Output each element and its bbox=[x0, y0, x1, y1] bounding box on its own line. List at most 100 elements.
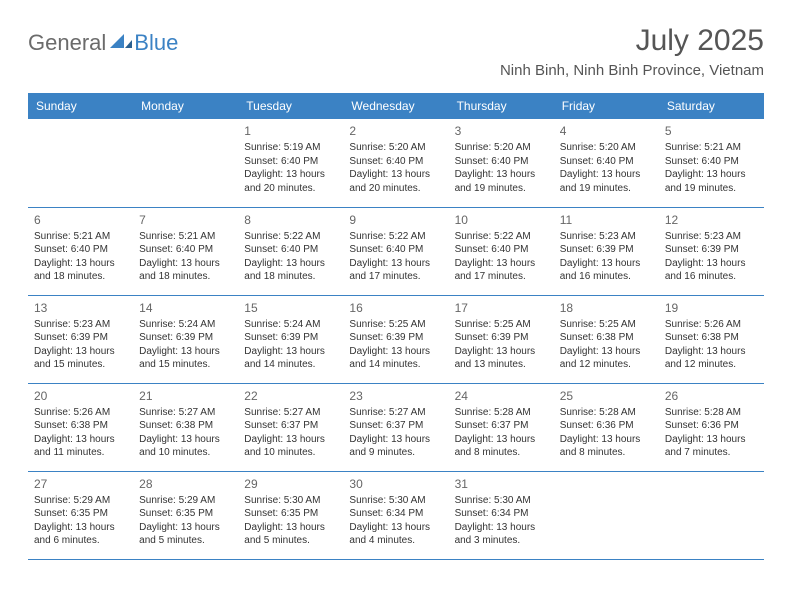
day-number: 18 bbox=[560, 300, 653, 316]
day-details: Sunrise: 5:27 AMSunset: 6:37 PMDaylight:… bbox=[244, 406, 337, 460]
day-details: Sunrise: 5:26 AMSunset: 6:38 PMDaylight:… bbox=[34, 406, 127, 460]
day-details: Sunrise: 5:30 AMSunset: 6:34 PMDaylight:… bbox=[455, 494, 548, 548]
day-details: Sunrise: 5:30 AMSunset: 6:34 PMDaylight:… bbox=[349, 494, 442, 548]
day-details: Sunrise: 5:25 AMSunset: 6:39 PMDaylight:… bbox=[349, 318, 442, 372]
daylight-text: Daylight: 13 hours and 18 minutes. bbox=[34, 257, 127, 284]
day-number: 28 bbox=[139, 476, 232, 492]
daylight-text: Daylight: 13 hours and 17 minutes. bbox=[349, 257, 442, 284]
calendar-day-cell: 26Sunrise: 5:28 AMSunset: 6:36 PMDayligh… bbox=[659, 383, 764, 471]
calendar-day-cell: 30Sunrise: 5:30 AMSunset: 6:34 PMDayligh… bbox=[343, 471, 448, 559]
sunset-text: Sunset: 6:34 PM bbox=[349, 507, 442, 521]
day-details: Sunrise: 5:22 AMSunset: 6:40 PMDaylight:… bbox=[455, 230, 548, 284]
calendar-header-row: Sunday Monday Tuesday Wednesday Thursday… bbox=[28, 93, 764, 119]
day-details: Sunrise: 5:25 AMSunset: 6:38 PMDaylight:… bbox=[560, 318, 653, 372]
sunrise-text: Sunrise: 5:24 AM bbox=[244, 318, 337, 332]
location-label: Ninh Binh, Ninh Binh Province, Vietnam bbox=[500, 62, 764, 79]
calendar-week-row: 6Sunrise: 5:21 AMSunset: 6:40 PMDaylight… bbox=[28, 207, 764, 295]
day-details: Sunrise: 5:24 AMSunset: 6:39 PMDaylight:… bbox=[244, 318, 337, 372]
calendar-day-cell bbox=[133, 119, 238, 207]
calendar-day-cell: 5 Sunrise: 5:21 AMSunset: 6:40 PMDaylight… bbox=[659, 119, 764, 207]
daylight-text: Daylight: 13 hours and 9 minutes. bbox=[349, 433, 442, 460]
calendar-day-cell: 29Sunrise: 5:30 AMSunset: 6:35 PMDayligh… bbox=[238, 471, 343, 559]
sunrise-text: Sunrise: 5:22 AM bbox=[349, 230, 442, 244]
day-details: Sunrise: 5:24 AMSunset: 6:39 PMDaylight:… bbox=[139, 318, 232, 372]
day-details: Sunrise: 5:21 AMSunset: 6:40 PMDaylight:… bbox=[34, 230, 127, 284]
calendar-day-cell: 12Sunrise: 5:23 AMSunset: 6:39 PMDayligh… bbox=[659, 207, 764, 295]
sunset-text: Sunset: 6:38 PM bbox=[139, 419, 232, 433]
day-number: 5 bbox=[665, 123, 758, 139]
calendar-day-cell: 13Sunrise: 5:23 AMSunset: 6:39 PMDayligh… bbox=[28, 295, 133, 383]
sunset-text: Sunset: 6:40 PM bbox=[349, 243, 442, 257]
day-header: Tuesday bbox=[238, 93, 343, 119]
day-number: 31 bbox=[455, 476, 548, 492]
calendar-week-row: 20Sunrise: 5:26 AMSunset: 6:38 PMDayligh… bbox=[28, 383, 764, 471]
sunrise-text: Sunrise: 5:27 AM bbox=[244, 406, 337, 420]
day-number: 1 bbox=[244, 123, 337, 139]
day-number: 20 bbox=[34, 388, 127, 404]
sunset-text: Sunset: 6:39 PM bbox=[455, 331, 548, 345]
day-details: Sunrise: 5:21 AMSunset: 6:40 PMDaylight:… bbox=[665, 141, 758, 195]
daylight-text: Daylight: 13 hours and 6 minutes. bbox=[34, 521, 127, 548]
day-number: 26 bbox=[665, 388, 758, 404]
day-details: Sunrise: 5:25 AMSunset: 6:39 PMDaylight:… bbox=[455, 318, 548, 372]
day-header: Monday bbox=[133, 93, 238, 119]
day-details: Sunrise: 5:20 AMSunset: 6:40 PMDaylight:… bbox=[349, 141, 442, 195]
title-block: July 2025 Ninh Binh, Ninh Binh Province,… bbox=[500, 24, 764, 79]
calendar-day-cell: 15Sunrise: 5:24 AMSunset: 6:39 PMDayligh… bbox=[238, 295, 343, 383]
sunset-text: Sunset: 6:40 PM bbox=[244, 155, 337, 169]
daylight-text: Daylight: 13 hours and 10 minutes. bbox=[244, 433, 337, 460]
daylight-text: Daylight: 13 hours and 11 minutes. bbox=[34, 433, 127, 460]
logo-text-blue: Blue bbox=[134, 30, 178, 56]
sunset-text: Sunset: 6:39 PM bbox=[244, 331, 337, 345]
day-details: Sunrise: 5:29 AMSunset: 6:35 PMDaylight:… bbox=[34, 494, 127, 548]
calendar-day-cell: 1Sunrise: 5:19 AMSunset: 6:40 PMDaylight… bbox=[238, 119, 343, 207]
sunrise-text: Sunrise: 5:21 AM bbox=[34, 230, 127, 244]
daylight-text: Daylight: 13 hours and 12 minutes. bbox=[665, 345, 758, 372]
daylight-text: Daylight: 13 hours and 4 minutes. bbox=[349, 521, 442, 548]
sunrise-text: Sunrise: 5:19 AM bbox=[244, 141, 337, 155]
day-number: 24 bbox=[455, 388, 548, 404]
day-details: Sunrise: 5:20 AMSunset: 6:40 PMDaylight:… bbox=[560, 141, 653, 195]
calendar-day-cell: 21Sunrise: 5:27 AMSunset: 6:38 PMDayligh… bbox=[133, 383, 238, 471]
sunrise-text: Sunrise: 5:23 AM bbox=[34, 318, 127, 332]
calendar-day-cell: 22Sunrise: 5:27 AMSunset: 6:37 PMDayligh… bbox=[238, 383, 343, 471]
calendar-day-cell: 4Sunrise: 5:20 AMSunset: 6:40 PMDaylight… bbox=[554, 119, 659, 207]
sunset-text: Sunset: 6:35 PM bbox=[244, 507, 337, 521]
sunset-text: Sunset: 6:40 PM bbox=[455, 243, 548, 257]
calendar-day-cell: 27Sunrise: 5:29 AMSunset: 6:35 PMDayligh… bbox=[28, 471, 133, 559]
sunset-text: Sunset: 6:36 PM bbox=[560, 419, 653, 433]
day-number: 8 bbox=[244, 212, 337, 228]
sunrise-text: Sunrise: 5:24 AM bbox=[139, 318, 232, 332]
daylight-text: Daylight: 13 hours and 19 minutes. bbox=[560, 168, 653, 195]
daylight-text: Daylight: 13 hours and 5 minutes. bbox=[139, 521, 232, 548]
day-number: 7 bbox=[139, 212, 232, 228]
sunset-text: Sunset: 6:40 PM bbox=[34, 243, 127, 257]
sunrise-text: Sunrise: 5:22 AM bbox=[455, 230, 548, 244]
sunset-text: Sunset: 6:40 PM bbox=[455, 155, 548, 169]
calendar-day-cell: 24 Sunrise: 5:28 AMSunset: 6:37 PMDayligh… bbox=[449, 383, 554, 471]
daylight-text: Daylight: 13 hours and 16 minutes. bbox=[665, 257, 758, 284]
sunset-text: Sunset: 6:40 PM bbox=[244, 243, 337, 257]
sunrise-text: Sunrise: 5:25 AM bbox=[560, 318, 653, 332]
calendar-day-cell: 7Sunrise: 5:21 AMSunset: 6:40 PMDaylight… bbox=[133, 207, 238, 295]
day-number: 25 bbox=[560, 388, 653, 404]
sunrise-text: Sunrise: 5:22 AM bbox=[244, 230, 337, 244]
day-details: Sunrise: 5:23 AMSunset: 6:39 PMDaylight:… bbox=[560, 230, 653, 284]
daylight-text: Daylight: 13 hours and 8 minutes. bbox=[560, 433, 653, 460]
sunrise-text: Sunrise: 5:20 AM bbox=[455, 141, 548, 155]
sunrise-text: Sunrise: 5:30 AM bbox=[349, 494, 442, 508]
daylight-text: Daylight: 13 hours and 8 minutes. bbox=[455, 433, 548, 460]
day-details: Sunrise: 5:22 AMSunset: 6:40 PMDaylight:… bbox=[244, 230, 337, 284]
calendar-week-row: 13Sunrise: 5:23 AMSunset: 6:39 PMDayligh… bbox=[28, 295, 764, 383]
day-details: Sunrise: 5:28 AMSunset: 6:37 PMDaylight:… bbox=[455, 406, 548, 460]
calendar-table: Sunday Monday Tuesday Wednesday Thursday… bbox=[28, 93, 764, 560]
sunset-text: Sunset: 6:37 PM bbox=[455, 419, 548, 433]
sunrise-text: Sunrise: 5:26 AM bbox=[34, 406, 127, 420]
sunrise-text: Sunrise: 5:28 AM bbox=[560, 406, 653, 420]
sunset-text: Sunset: 6:37 PM bbox=[244, 419, 337, 433]
header: General Blue July 2025 Ninh Binh, Ninh B… bbox=[28, 24, 764, 79]
calendar-day-cell: 23Sunrise: 5:27 AMSunset: 6:37 PMDayligh… bbox=[343, 383, 448, 471]
sunset-text: Sunset: 6:39 PM bbox=[665, 243, 758, 257]
sunrise-text: Sunrise: 5:26 AM bbox=[665, 318, 758, 332]
day-number: 23 bbox=[349, 388, 442, 404]
